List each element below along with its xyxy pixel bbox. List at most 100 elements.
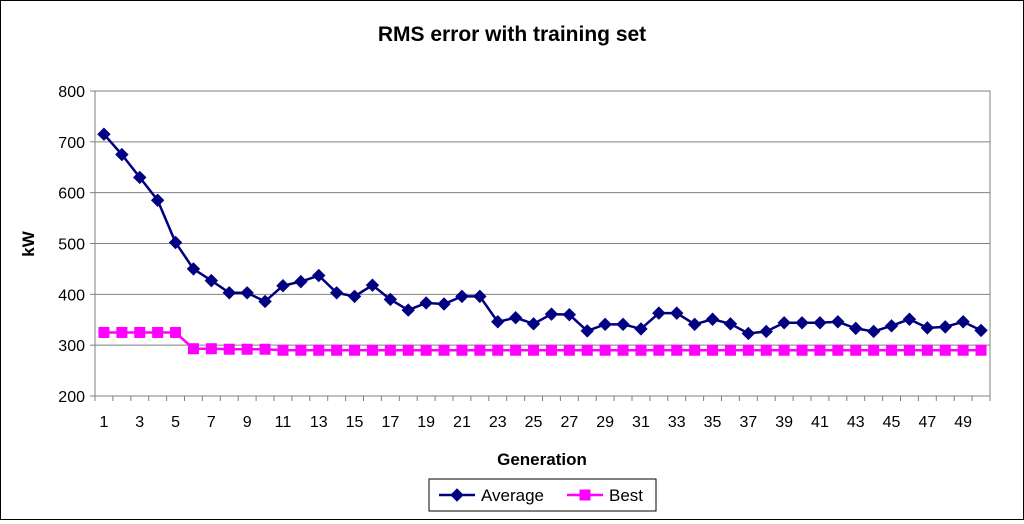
legend-item-average: Average [439,486,544,505]
data-point-average [473,289,487,304]
data-point-best [724,344,736,356]
x-tick-label: 29 [596,414,614,431]
x-tick-label: 9 [243,414,252,431]
x-tick-label: 19 [417,414,435,431]
data-point-average [687,317,702,332]
data-point-average [133,170,147,185]
data-point-average [705,312,720,326]
legend: Average Best [428,478,657,512]
data-point-average [670,306,684,320]
data-point-best [313,344,325,356]
data-point-average [240,286,254,300]
data-point-average [347,289,362,304]
data-point-average [920,321,935,335]
legend-marker-average [450,488,464,502]
data-point-best [528,344,540,356]
data-point-average [544,307,559,321]
data-point-best [796,344,808,356]
data-point-best [653,344,665,356]
data-point-best [903,344,915,356]
series-group [97,127,988,356]
gridlines [95,141,990,346]
data-point-best [921,344,933,356]
data-point-average [168,235,183,250]
data-point-best [760,344,772,356]
data-point-best [438,344,450,356]
chart-title: RMS error with training set [378,23,646,46]
data-point-average [365,278,380,292]
data-point-best [742,344,754,356]
data-point-best [152,326,164,338]
data-point-average [437,297,451,311]
data-point-best [295,344,307,356]
x-tick-label: 5 [171,414,180,431]
data-point-average [508,311,523,325]
y-tick-label: 200 [58,389,85,406]
series-average [97,127,988,341]
data-point-average [97,127,111,141]
data-point-average [759,324,773,339]
data-point-average [813,316,827,330]
x-tick-label: 35 [704,414,722,431]
data-point-best [510,344,522,356]
data-point-best [581,344,593,356]
data-point-average [741,326,756,341]
data-point-average [383,292,398,307]
data-point-best [492,344,504,356]
x-tick-label: 7 [207,414,216,431]
data-point-average [795,316,809,330]
data-point-best [778,344,790,356]
data-point-best [939,344,951,356]
data-point-best [545,344,557,356]
data-point-best [814,344,826,356]
data-point-average [204,273,219,288]
data-point-average [329,286,344,300]
y-tick-label: 600 [58,186,85,203]
data-point-best [635,344,647,356]
data-point-average [150,193,165,207]
x-tick-label: 17 [381,414,399,431]
data-point-best [886,344,898,356]
x-tick-label: 27 [560,414,578,431]
data-point-average [580,324,594,338]
data-point-best [277,344,289,356]
data-point-average [938,320,952,334]
data-point-best [134,326,146,338]
data-point-best [617,344,629,356]
data-point-average [884,319,899,333]
legend-label-average: Average [481,486,544,505]
data-point-average [849,321,863,336]
y-tick-label: 500 [58,237,85,254]
data-point-best [832,344,844,356]
data-point-average [276,278,290,293]
x-axis-title: Generation [497,450,587,469]
data-point-best [420,344,432,356]
legend-label-best: Best [609,486,643,505]
data-point-best [563,344,575,356]
data-point-average [974,323,988,338]
x-tick-label: 15 [346,414,364,431]
x-tick-label: 23 [489,414,507,431]
data-point-best [689,344,701,356]
x-tick-label: 1 [99,414,108,431]
data-point-average [902,312,917,326]
data-point-average [115,147,129,162]
x-tick-label: 3 [135,414,144,431]
x-tick-label: 45 [883,414,901,431]
data-point-average [526,317,541,331]
y-tick-label: 300 [58,338,85,355]
data-point-average [491,315,505,329]
x-tick-label: 13 [310,414,328,431]
data-point-best [384,344,396,356]
data-point-average [956,315,970,329]
y-axis-title: kW [19,230,38,256]
y-tick-label: 400 [58,287,85,304]
data-point-best [599,344,611,356]
x-tick-label: 37 [739,414,757,431]
x-tick-label: 25 [525,414,543,431]
data-point-best [474,344,486,356]
data-point-best [187,343,199,355]
series-line-average [103,133,982,335]
